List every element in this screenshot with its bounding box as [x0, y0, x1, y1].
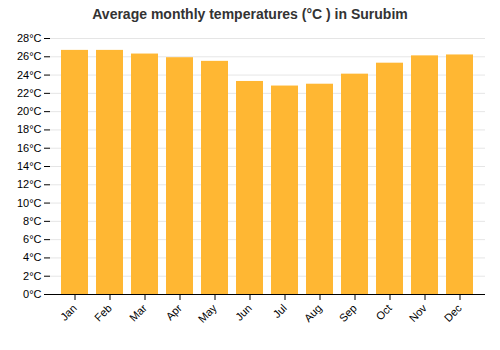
svg-text:Sep: Sep [337, 302, 359, 324]
svg-text:8°C: 8°C [23, 215, 42, 227]
svg-text:Mar: Mar [127, 302, 149, 324]
svg-text:Feb: Feb [92, 302, 114, 324]
svg-text:12°C: 12°C [17, 178, 42, 190]
html-text:Average monthly temperatures (: Average monthly temperatures (°C ) in Su… [92, 6, 408, 22]
svg-text:26°C: 26°C [17, 50, 42, 62]
svg-text:18°C: 18°C [17, 123, 42, 135]
svg-text:0°C: 0°C [23, 288, 42, 300]
svg-text:Aug: Aug [302, 302, 324, 324]
svg-text:Apr: Apr [163, 302, 184, 323]
svg-text:4°C: 4°C [23, 251, 42, 263]
svg-text:24°C: 24°C [17, 69, 42, 81]
svg-text:14°C: 14°C [17, 160, 42, 172]
svg-text:Jul: Jul [270, 302, 288, 320]
svg-text:Oct: Oct [373, 302, 394, 323]
svg-text:Dec: Dec [442, 301, 465, 324]
svg-text:28°C: 28°C [17, 32, 42, 44]
svg-text:Nov: Nov [407, 301, 430, 324]
svg-text:2°C: 2°C [23, 270, 42, 282]
svg-text:10°C: 10°C [17, 197, 42, 209]
svg-text:16°C: 16°C [17, 142, 42, 154]
svg-text:Jan: Jan [58, 302, 79, 323]
svg-text:6°C: 6°C [23, 233, 42, 245]
svg-text:May: May [196, 301, 220, 325]
svg-text:Jun: Jun [233, 302, 254, 323]
svg-text:20°C: 20°C [17, 105, 42, 117]
svg-text:22°C: 22°C [17, 87, 42, 99]
